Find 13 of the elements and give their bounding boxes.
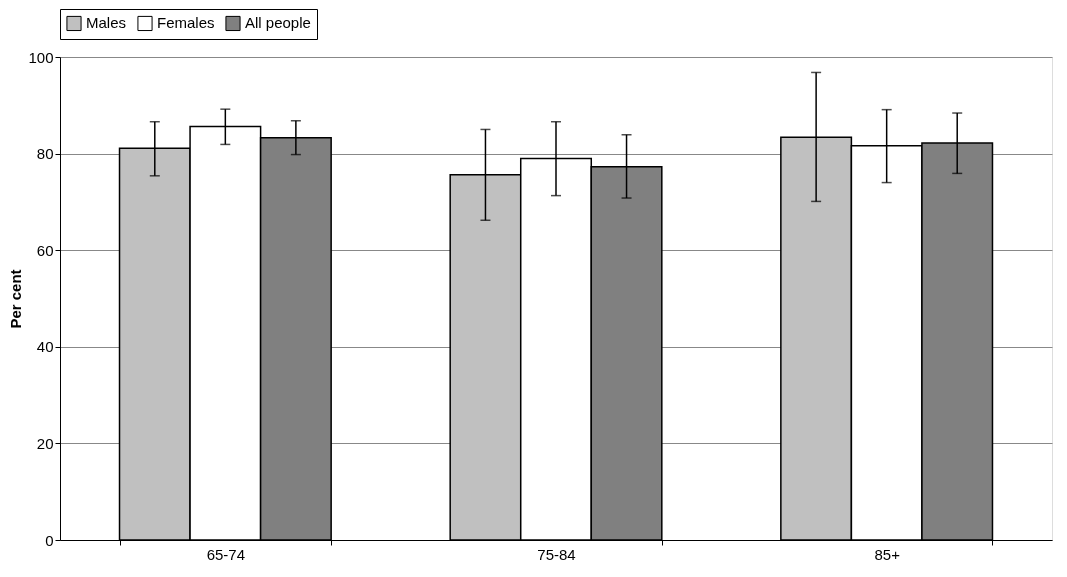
y-tick-label: 40 (36, 338, 54, 356)
y-tick-label: 80 (36, 145, 54, 163)
legend-label: Females (157, 14, 215, 32)
x-tick-label: 75-84 (537, 545, 576, 563)
x-tick-label: 65-74 (206, 545, 246, 563)
y-tick-label: 60 (36, 241, 54, 259)
y-axis-title: Per cent (7, 269, 25, 329)
y-tick-label: 20 (36, 434, 54, 452)
legend-label: All people (245, 14, 311, 32)
legend-label: Males (86, 14, 127, 32)
y-tick-label: 100 (28, 48, 54, 66)
x-tick-label: 85+ (874, 545, 901, 563)
y-tick-label: 0 (45, 531, 54, 549)
